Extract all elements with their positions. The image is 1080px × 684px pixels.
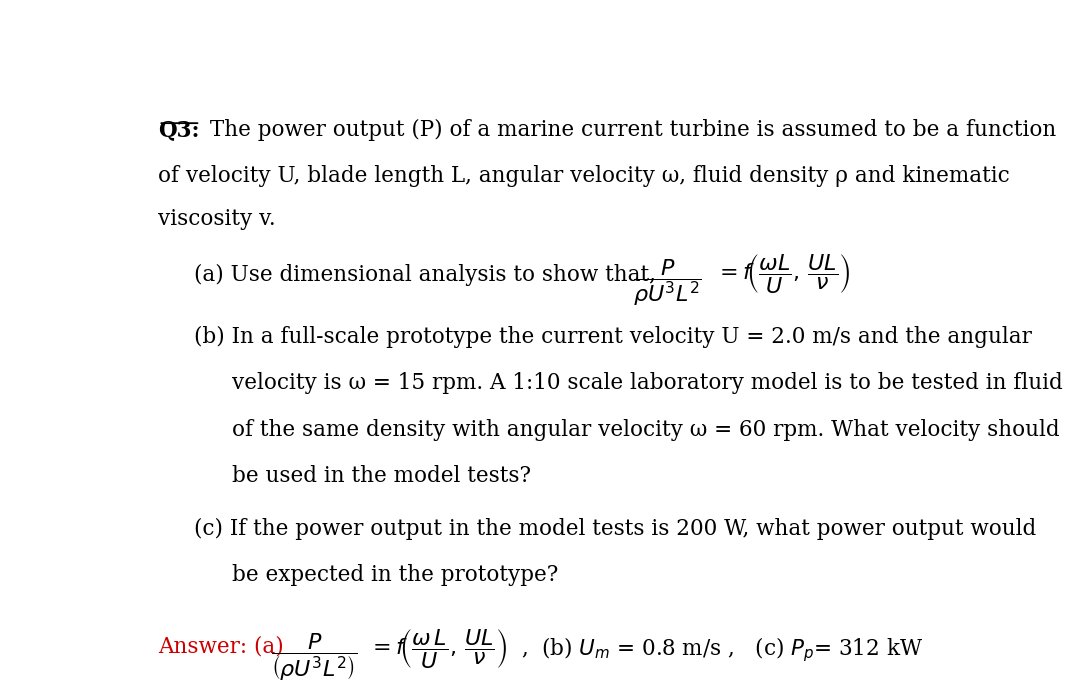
Text: of the same density with angular velocity ω = 60 rpm. What velocity should: of the same density with angular velocit… xyxy=(232,419,1059,440)
Text: ,  (b) $U_m$ = 0.8 m/s ,   (c) $P_p$= 312 kW: , (b) $U_m$ = 0.8 m/s , (c) $P_p$= 312 k… xyxy=(521,635,923,664)
Text: $= f\!\left(\dfrac{\omega\, L}{U},\,\dfrac{U L}{\nu}\right)$: $= f\!\left(\dfrac{\omega\, L}{U},\,\dfr… xyxy=(367,627,508,670)
Text: (c) If the power output in the model tests is 200 W, what power output would: (c) If the power output in the model tes… xyxy=(193,518,1036,540)
Text: $= f\!\left(\dfrac{\omega L}{U},\,\dfrac{UL}{\nu}\right)$: $= f\!\left(\dfrac{\omega L}{U},\,\dfrac… xyxy=(715,252,851,295)
Text: Q3:: Q3: xyxy=(159,119,200,141)
Text: be expected in the prototype?: be expected in the prototype? xyxy=(232,564,558,586)
Text: be used in the model tests?: be used in the model tests? xyxy=(232,465,531,487)
Text: The power output (P) of a marine current turbine is assumed to be a function: The power output (P) of a marine current… xyxy=(203,119,1056,141)
Text: (a) Use dimensional analysis to show that,: (a) Use dimensional analysis to show tha… xyxy=(193,264,656,286)
Text: viscosity v.: viscosity v. xyxy=(159,209,276,231)
Text: $\dfrac{P}{\left(\rho U^3 L^2\right)}$: $\dfrac{P}{\left(\rho U^3 L^2\right)}$ xyxy=(271,631,357,683)
Text: $\dfrac{P}{\rho U^3 L^2}$: $\dfrac{P}{\rho U^3 L^2}$ xyxy=(633,257,702,308)
Text: of velocity U, blade length L, angular velocity ω, fluid density ρ and kinematic: of velocity U, blade length L, angular v… xyxy=(159,166,1010,187)
Text: velocity is ω = 15 rpm. A 1:10 scale laboratory model is to be tested in fluid: velocity is ω = 15 rpm. A 1:10 scale lab… xyxy=(232,372,1063,394)
Text: (b) In a full-scale prototype the current velocity U = 2.0 m/s and the angular: (b) In a full-scale prototype the curren… xyxy=(193,326,1031,348)
Text: Answer: (a): Answer: (a) xyxy=(159,635,284,657)
